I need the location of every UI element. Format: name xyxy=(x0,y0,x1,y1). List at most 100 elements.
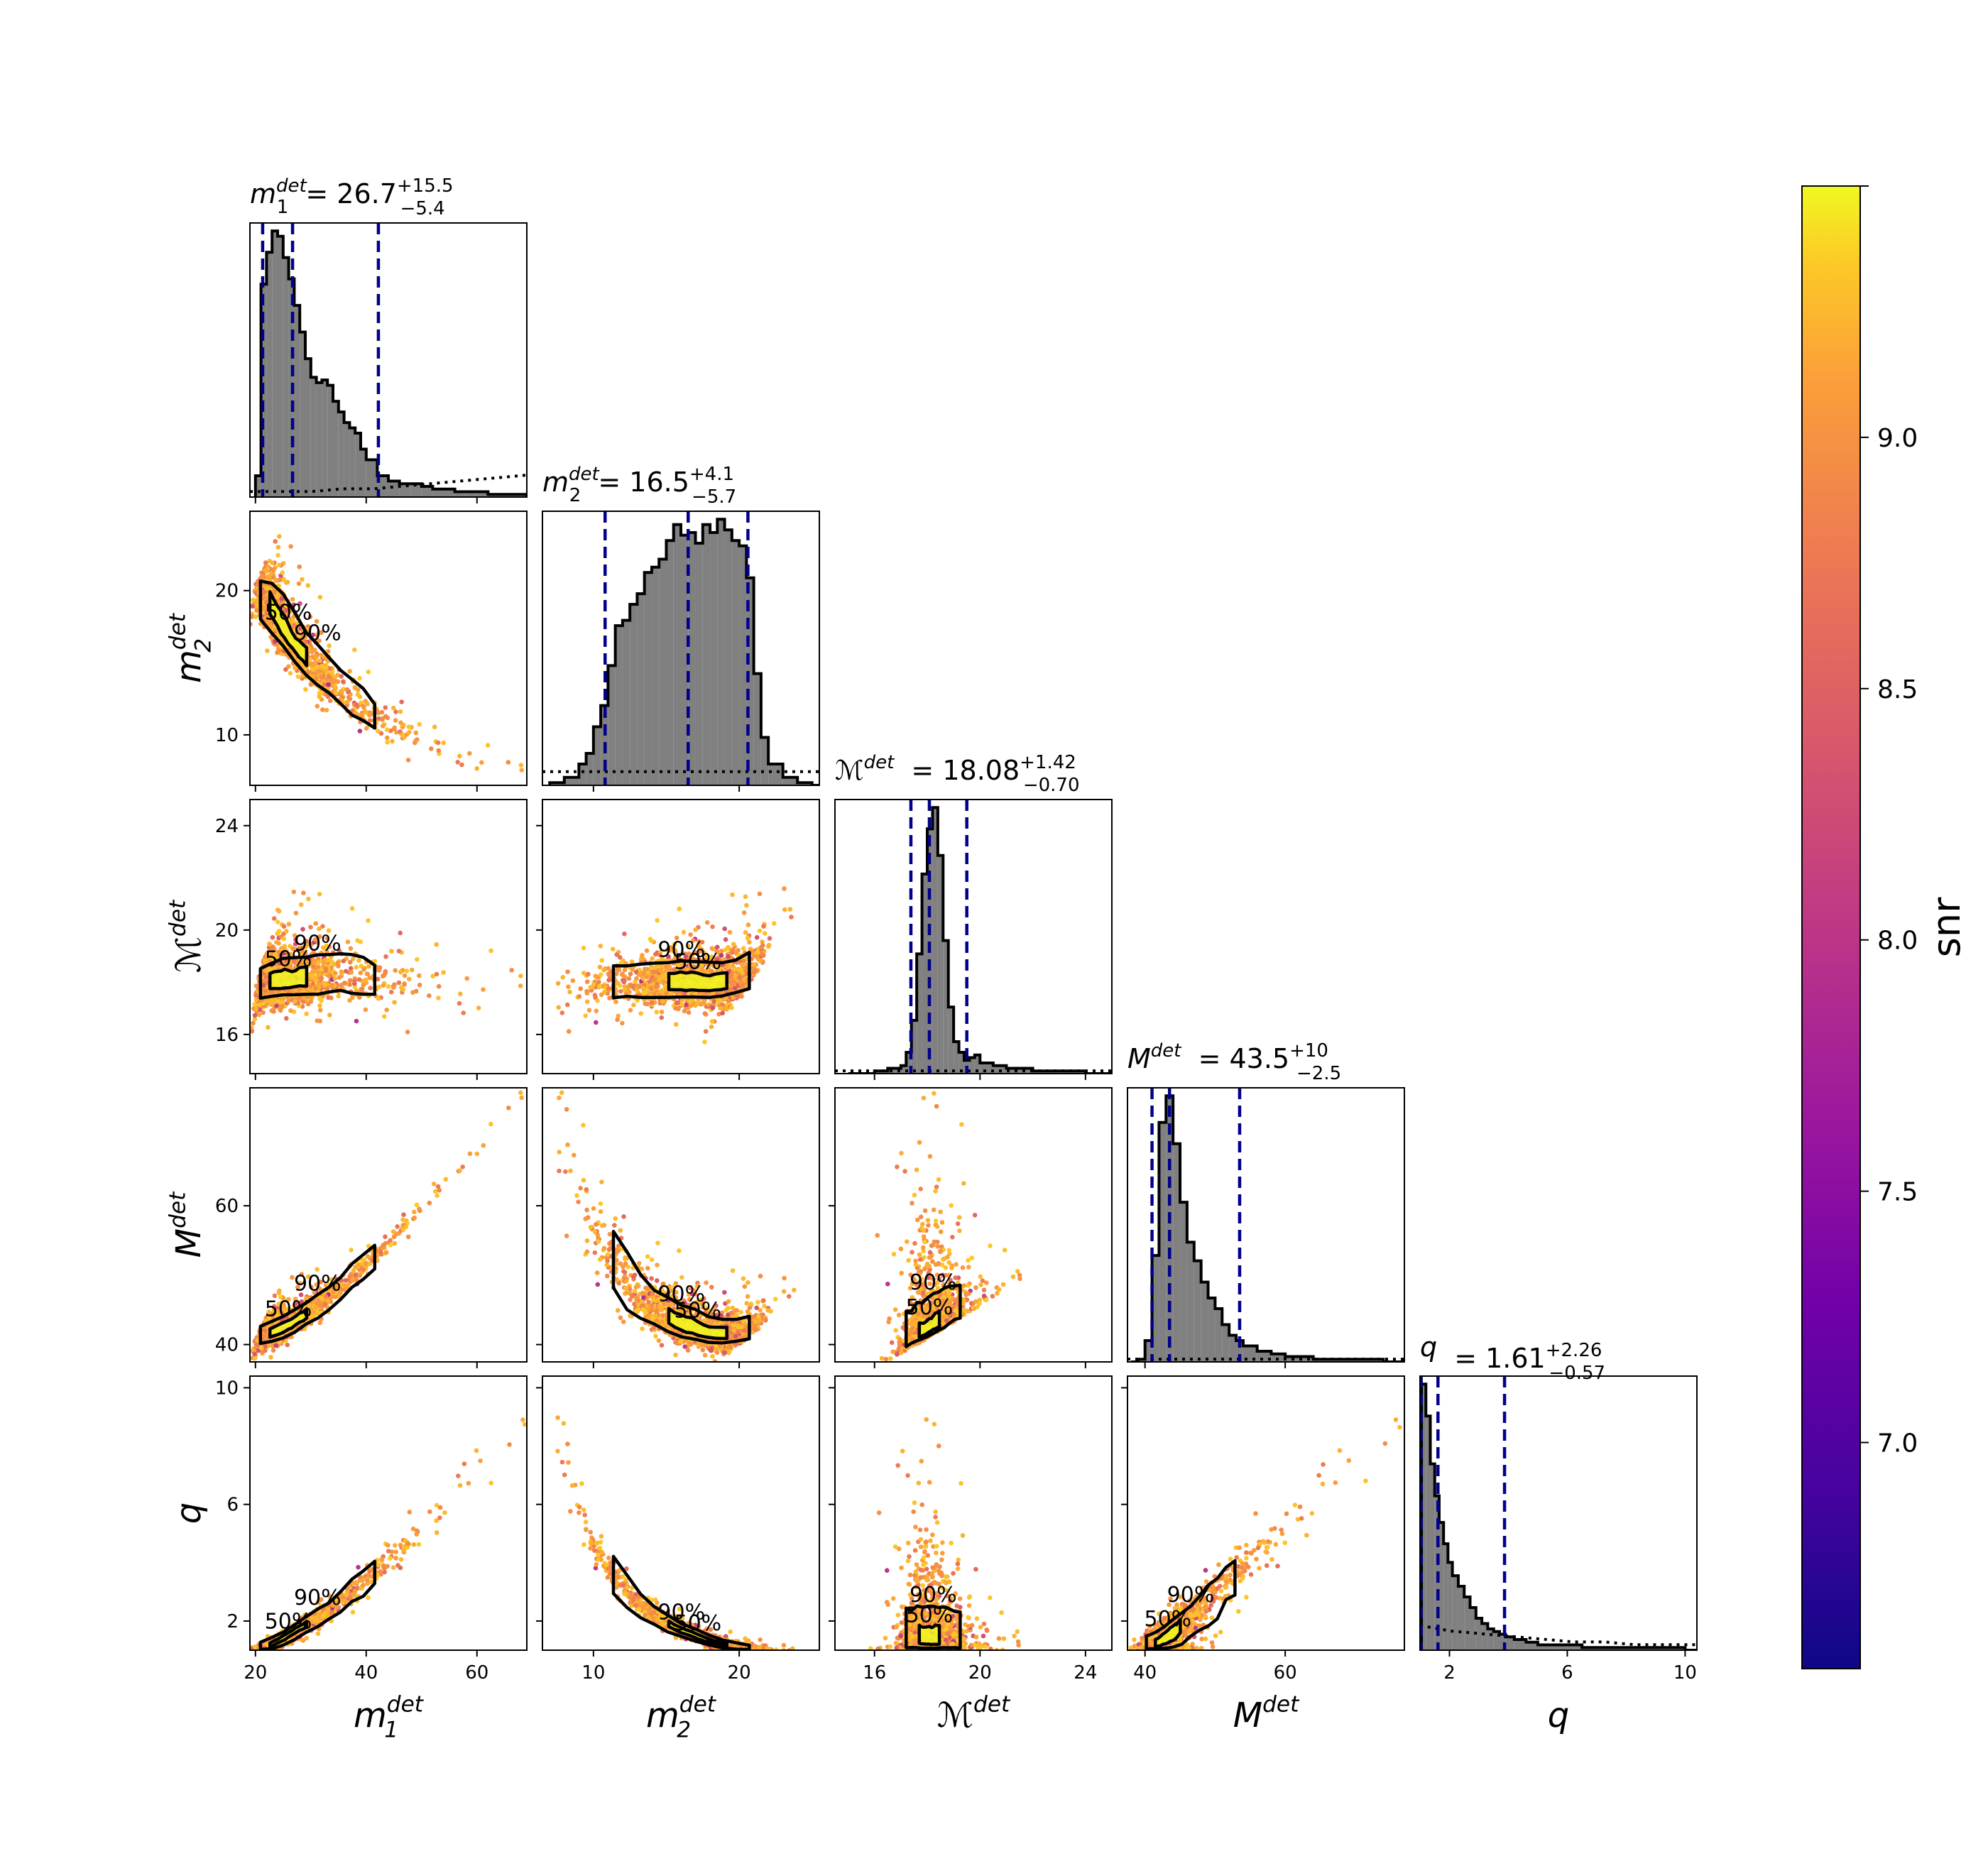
scatter-point xyxy=(461,1010,466,1015)
scatter-point xyxy=(253,1003,258,1008)
scatter-point xyxy=(254,599,259,604)
scatter-point xyxy=(518,973,523,978)
scatter-point xyxy=(276,941,281,946)
panel-mc-m1-frame xyxy=(250,800,527,1074)
scatter-point xyxy=(738,981,743,986)
scatter-point xyxy=(275,932,280,937)
scatter-point xyxy=(398,970,403,975)
hist-bar-m2 xyxy=(739,546,746,785)
scatter-point xyxy=(417,1209,422,1213)
scatter-point xyxy=(361,983,366,988)
scatter-point xyxy=(366,670,371,675)
scatter-point xyxy=(286,999,291,1004)
scatter-point xyxy=(306,897,311,902)
scatter-point xyxy=(306,583,311,588)
scatter-point xyxy=(674,1022,679,1027)
scatter-point xyxy=(368,976,373,981)
scatter-point xyxy=(273,539,278,544)
scatter-point xyxy=(335,961,340,966)
scatter-point xyxy=(364,1008,368,1013)
scatter-point xyxy=(661,974,666,979)
scatter-point xyxy=(324,708,329,713)
scatter-point xyxy=(278,1008,283,1013)
scatter-point xyxy=(436,996,441,1000)
scatter-point xyxy=(758,929,763,934)
y-tick-label: 20 xyxy=(215,920,239,942)
scatter-point xyxy=(581,946,586,951)
scatter-point xyxy=(250,604,255,609)
scatter-point xyxy=(481,1143,486,1148)
scatter-point xyxy=(377,985,382,990)
scatter-point xyxy=(383,714,388,719)
panel-m1-m1-plot xyxy=(250,223,527,497)
scatter-point xyxy=(393,968,398,973)
scatter-point xyxy=(664,965,669,970)
scatter-point xyxy=(587,1008,592,1013)
scatter-point xyxy=(743,930,748,935)
scatter-point xyxy=(567,990,572,995)
hist-bar-m1 xyxy=(266,252,272,497)
scatter-point xyxy=(297,582,302,587)
scatter-point xyxy=(314,921,319,926)
scatter-point xyxy=(254,1007,259,1012)
scatter-point xyxy=(390,984,395,989)
scatter-point xyxy=(315,704,320,709)
scatter-point xyxy=(761,924,766,929)
scatter-point xyxy=(755,935,760,940)
scatter-point xyxy=(359,971,364,976)
scatter-point xyxy=(399,985,404,990)
scatter-point xyxy=(353,685,358,690)
scatter-point xyxy=(393,718,398,723)
scatter-point xyxy=(308,662,313,667)
hist-bar-m1 xyxy=(278,236,283,497)
hist-bar-m2 xyxy=(703,525,710,785)
scatter-point xyxy=(365,702,370,707)
panel-mc-m2: 90%50% xyxy=(536,800,819,1080)
scatter-point xyxy=(401,723,406,728)
scatter-point xyxy=(688,932,693,937)
scatter-point xyxy=(322,960,327,965)
scatter-point xyxy=(354,965,359,970)
scatter-point xyxy=(382,1014,387,1019)
scatter-point xyxy=(643,966,648,971)
scatter-point xyxy=(407,724,412,729)
scatter-point xyxy=(677,907,682,912)
scatter-point xyxy=(320,691,324,696)
scatter-point xyxy=(481,987,486,992)
scatter-point xyxy=(640,986,645,991)
scatter-point xyxy=(381,724,386,729)
scatter-point xyxy=(368,713,373,718)
scatter-point xyxy=(317,658,322,663)
scatter-point xyxy=(464,976,469,981)
scatter-point xyxy=(747,940,752,945)
scatter-point xyxy=(723,937,728,942)
scatter-point xyxy=(376,729,381,733)
scatter-point xyxy=(457,754,462,759)
scatter-point xyxy=(349,1248,354,1253)
scatter-point xyxy=(741,971,746,976)
hist-bar-m1 xyxy=(272,231,278,497)
scatter-point xyxy=(245,1040,250,1045)
scatter-point xyxy=(253,1013,258,1018)
scatter-point xyxy=(660,1010,665,1015)
scatter-point xyxy=(266,1025,271,1030)
hist-bar-m1 xyxy=(294,305,300,497)
scatter-point xyxy=(622,932,627,937)
scatter-point xyxy=(339,689,344,694)
hist-bar-m2 xyxy=(637,594,644,785)
scatter-point xyxy=(434,942,439,947)
hist-bar-m1 xyxy=(344,422,350,497)
scatter-point xyxy=(389,990,394,995)
scatter-point xyxy=(711,1005,716,1010)
scatter-point xyxy=(641,991,646,996)
scatter-point xyxy=(280,1000,285,1005)
scatter-point xyxy=(704,1029,709,1034)
scatter-point xyxy=(760,943,765,948)
scatter-point xyxy=(253,993,258,998)
scatter-point xyxy=(271,561,275,566)
scatter-point xyxy=(384,1008,389,1013)
scatter-point xyxy=(436,741,441,746)
